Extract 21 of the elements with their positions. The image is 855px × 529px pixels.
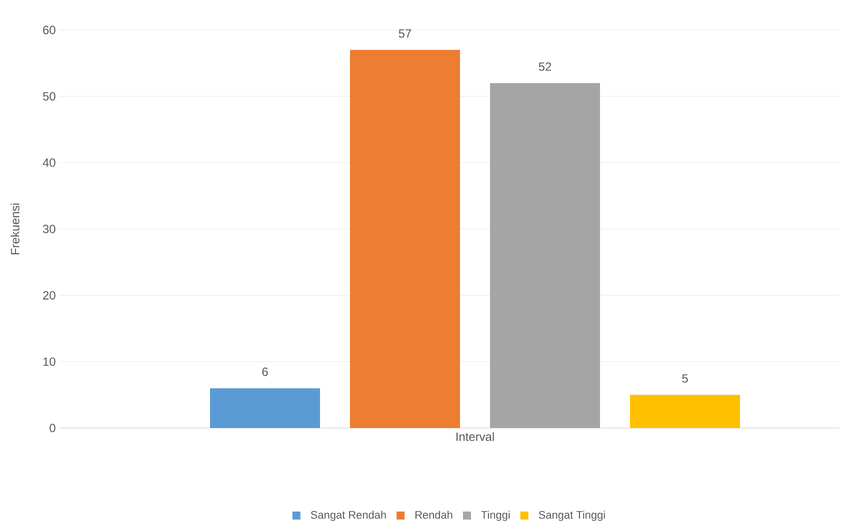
y-tick-label: 0 bbox=[50, 424, 56, 432]
data-label: 5 bbox=[682, 374, 688, 383]
bar bbox=[630, 394, 740, 428]
data-label: 6 bbox=[262, 368, 268, 376]
bar bbox=[210, 388, 320, 428]
y-tick-label: 60 bbox=[43, 26, 56, 34]
bar bbox=[490, 83, 600, 428]
legend-label: Sangat Tinggi bbox=[538, 510, 605, 521]
legend-label: Sangat Rendah bbox=[310, 510, 386, 521]
y-tick-label: 20 bbox=[43, 291, 56, 300]
x-tick-label: Interval bbox=[456, 432, 494, 441]
bar bbox=[350, 50, 460, 428]
y-tick-label: 30 bbox=[42, 224, 56, 234]
y-tick-label: 50 bbox=[43, 92, 56, 101]
legend-label: Tinggi bbox=[481, 510, 510, 521]
legend-label: Rendah bbox=[415, 510, 452, 519]
y-tick-label: 10 bbox=[43, 357, 56, 366]
y-axis-title: Frekuensi bbox=[10, 204, 20, 254]
data-label: 52 bbox=[538, 62, 552, 71]
data-label: 57 bbox=[398, 29, 412, 38]
y-tick-label: 40 bbox=[42, 158, 56, 167]
